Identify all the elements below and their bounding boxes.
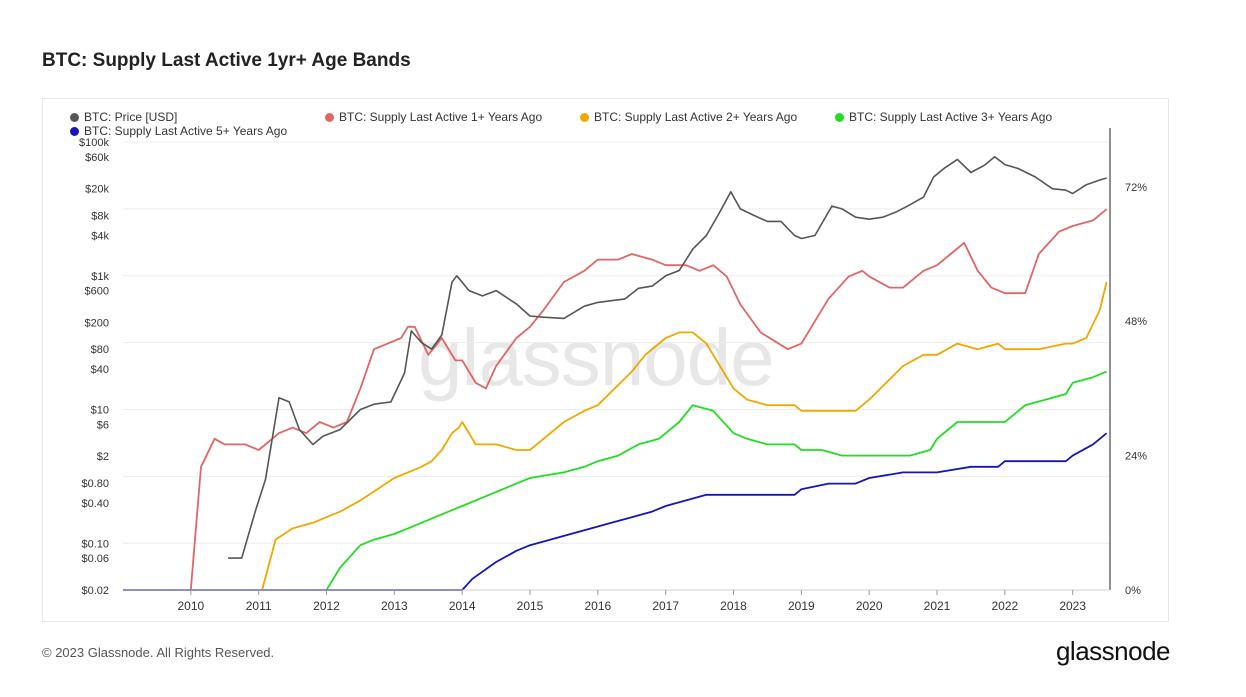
y-left-tick-label: $8k	[91, 210, 109, 222]
y-right-tick-label: 24%	[1125, 451, 1147, 463]
page-title: BTC: Supply Last Active 1yr+ Age Bands	[42, 50, 411, 71]
legend-dot-icon	[835, 112, 844, 122]
x-tick-label: 2014	[449, 599, 476, 613]
legend-dot-icon	[70, 126, 79, 136]
legend-label: BTC: Price [USD]	[84, 110, 178, 124]
legend-item-supply-3y[interactable]: BTC: Supply Last Active 3+ Years Ago	[835, 110, 1052, 124]
y-left-tick-label: $20k	[85, 184, 109, 196]
x-tick-label: 2019	[788, 599, 815, 613]
legend-row-2: BTC: Supply Last Active 5+ Years Ago	[70, 124, 1150, 138]
x-tick-label: 2020	[856, 599, 883, 613]
grid-lines	[123, 141, 1110, 544]
legend-item-supply-1y[interactable]: BTC: Supply Last Active 1+ Years Ago	[325, 110, 580, 124]
chart-panel	[42, 98, 1169, 622]
x-tick-label: 2011	[246, 599, 272, 613]
y-left-tick-label: $40	[91, 364, 109, 376]
y-left-tick-label: $2	[97, 451, 109, 463]
footer-copyright: © 2023 Glassnode. All Rights Reserved.	[42, 645, 275, 660]
legend-item-supply-2y[interactable]: BTC: Supply Last Active 2+ Years Ago	[580, 110, 835, 124]
x-tick-label: 2016	[584, 599, 611, 613]
y-left-tick-label: $1k	[91, 271, 109, 283]
axes: $100k $60k $20k $8k $4k $1k $600 $200 $80 $40 $10 $…	[79, 128, 1147, 613]
legend-label: BTC: Supply Last Active 5+ Years Ago	[84, 124, 288, 138]
x-tick-label: 2010	[177, 599, 204, 613]
legend-dot-icon	[70, 112, 79, 122]
y-left-tick-label: $60k	[85, 152, 109, 164]
x-tick-label: 2015	[517, 599, 544, 613]
y-left-tick-label: $4k	[91, 230, 109, 242]
series-line-s2	[261, 281, 1108, 591]
x-tick-label: 2022	[992, 599, 1019, 613]
legend-label: BTC: Supply Last Active 3+ Years Ago	[849, 110, 1053, 124]
legend-label: BTC: Supply Last Active 2+ Years Ago	[594, 110, 798, 124]
y-left-tick-label: $600	[85, 286, 109, 298]
brand-logo[interactable]: glassnode	[1055, 636, 1171, 666]
y-left-tick-label: $0.02	[81, 585, 109, 597]
y-left-tick-label: $10	[91, 405, 109, 417]
y-left-tick-label: $100k	[79, 137, 109, 149]
x-tick-label: 2018	[720, 599, 747, 613]
legend-item-supply-5y[interactable]: BTC: Supply Last Active 5+ Years Ago	[70, 124, 287, 138]
y-right-tick-label: 0%	[1125, 585, 1141, 597]
legend-item-price[interactable]: BTC: Price [USD]	[70, 110, 325, 124]
series-line-s1	[189, 208, 1108, 591]
legend-dot-icon	[580, 112, 589, 122]
legend-row-1: BTC: Price [USD] BTC: Supply Last Active…	[70, 110, 1150, 124]
legend-dot-icon	[325, 112, 334, 122]
x-tick-label: 2017	[652, 599, 679, 613]
y-left-tick-label: $0.06	[81, 553, 109, 565]
y-left-tick-label: $0.80	[81, 478, 109, 490]
y-right-tick-label: 48%	[1125, 316, 1147, 328]
y-left-tick-label: $0.40	[81, 498, 109, 510]
y-left-tick-label: $6	[97, 419, 109, 431]
series-line-s5	[123, 432, 1108, 591]
legend-label: BTC: Supply Last Active 1+ Years Ago	[339, 110, 543, 124]
y-left-tick-label: $200	[85, 317, 109, 329]
series-line-price	[228, 156, 1107, 559]
y-left-tick-label: $0.10	[81, 538, 109, 550]
x-tick-label: 2012	[313, 599, 340, 613]
y-left-tick-label: $80	[91, 344, 109, 356]
y-right-tick-label: 72%	[1125, 182, 1147, 194]
x-tick-label: 2013	[381, 599, 408, 613]
x-tick-label: 2021	[924, 599, 951, 613]
legend: BTC: Price [USD] BTC: Supply Last Active…	[70, 110, 1150, 138]
x-tick-label: 2023	[1059, 599, 1086, 613]
series-layer	[123, 156, 1108, 591]
series-line-s3	[325, 370, 1107, 591]
